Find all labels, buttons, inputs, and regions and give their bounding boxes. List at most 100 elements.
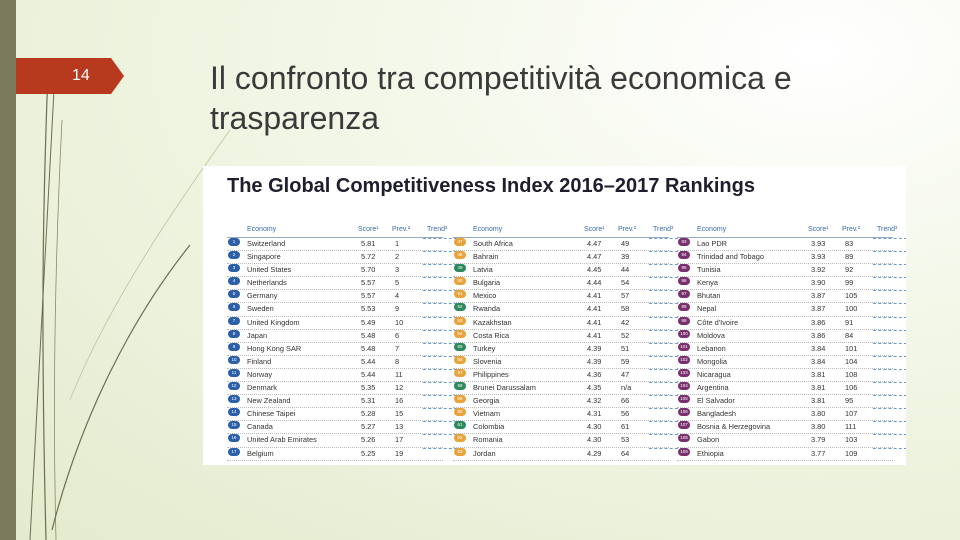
cell-economy: Lebanon [697, 343, 726, 353]
trend-sparkline [649, 303, 683, 305]
trend-sparkline [873, 355, 906, 358]
cell-economy: Romania [473, 435, 503, 445]
ranking-row: 97 Bhutan 3.87 105 [677, 290, 906, 304]
cell-score: 3.93 [811, 252, 826, 262]
rank-badge: 50 [454, 277, 466, 286]
header-score: Score¹ [358, 226, 379, 233]
header-economy: Economy [697, 226, 727, 233]
cell-prev: 47 [621, 369, 630, 379]
cell-prev: 7 [395, 343, 400, 353]
ranking-row: 62 Romania 4.30 53 [453, 434, 683, 448]
trend-sparkline [873, 238, 906, 240]
rank-badge: 9 [228, 342, 240, 351]
rank-badge: 61 [454, 421, 466, 430]
cell-score: 3.87 [811, 304, 826, 314]
rank-badge: 53 [454, 316, 466, 325]
cell-score: 3.84 [811, 356, 826, 366]
rank-badge: 48 [454, 251, 466, 260]
rank-badge: 62 [454, 434, 466, 443]
cell-score: 4.30 [587, 435, 602, 445]
trend-sparkline [649, 434, 683, 436]
rank-badge: 105 [678, 395, 690, 404]
cell-economy: Latvia [473, 265, 493, 275]
trend-sparkline [873, 277, 906, 279]
header-trend: Trend³ [877, 226, 898, 233]
cell-score: 4.47 [587, 239, 602, 248]
rank-badge: 97 [678, 290, 690, 299]
rank-badge: 107 [678, 421, 690, 430]
ranking-row: 6 Sweden 5.53 9 [227, 303, 457, 317]
cell-score: 4.41 [587, 330, 602, 340]
trend-sparkline [423, 251, 457, 253]
cell-economy: Gabon [697, 435, 720, 445]
cell-prev: 39 [621, 252, 630, 262]
trend-sparkline [649, 447, 683, 450]
cell-prev: 1 [395, 239, 400, 248]
cell-prev: 13 [395, 422, 404, 432]
rank-badge: 47 [454, 238, 466, 246]
header-score: Score¹ [584, 226, 605, 233]
trend-sparkline [873, 408, 906, 410]
trend-sparkline [423, 408, 457, 410]
trend-sparkline [649, 342, 683, 345]
cell-score: 5.48 [361, 343, 376, 353]
cell-economy: Rwanda [473, 304, 501, 314]
trend-sparkline [873, 316, 906, 319]
cell-economy: Chinese Taipei [247, 409, 296, 419]
cell-prev: 54 [621, 278, 630, 288]
cell-economy: Ethiopia [697, 448, 724, 458]
cell-prev: 8 [395, 356, 400, 366]
cell-prev: 15 [395, 409, 404, 419]
cell-prev: 42 [621, 317, 630, 327]
cell-score: 3.86 [811, 330, 826, 340]
cell-score: 4.41 [587, 291, 602, 301]
cell-economy: Argentina [697, 383, 729, 393]
cell-economy: Hong Kong SAR [247, 343, 302, 353]
cell-score: 3.90 [811, 278, 826, 288]
ranking-row: 5 Germany 5.57 4 [227, 290, 457, 304]
cell-score: 5.53 [361, 304, 376, 314]
cell-prev: 56 [621, 409, 630, 419]
cell-prev: 105 [845, 291, 858, 301]
trend-sparkline [423, 290, 457, 292]
trend-sparkline [423, 277, 457, 279]
ranking-row: 108 Gabon 3.79 103 [677, 434, 906, 448]
cell-economy: Mongolia [697, 356, 727, 366]
trend-sparkline [873, 434, 906, 436]
rankings-column: Economy Score¹ Prev.² Trend³ 47 South Africa 4… [453, 224, 683, 461]
rank-badge: 99 [678, 316, 690, 325]
trend-sparkline [649, 355, 683, 358]
ranking-row: 58 Brunei Darussalam 4.35 n/a [453, 382, 683, 396]
trend-sparkline [649, 382, 683, 384]
rank-badge: 109 [678, 447, 690, 456]
header-prev: Prev.² [618, 226, 637, 233]
ranking-row: 102 Mongolia 3.84 104 [677, 355, 906, 369]
cell-economy: Kenya [697, 278, 718, 288]
trend-sparkline [649, 277, 683, 279]
trend-sparkline [873, 421, 906, 423]
cell-prev: 111 [845, 422, 857, 432]
cell-economy: Germany [247, 291, 278, 301]
slide-title: Il confronto tra competitività economica… [210, 60, 792, 136]
ranking-row: 96 Kenya 3.90 99 [677, 277, 906, 291]
cell-score: 4.36 [587, 369, 602, 379]
ranking-row: 98 Nepal 3.87 100 [677, 303, 906, 317]
rank-badge: 102 [678, 355, 690, 364]
cell-score: 4.47 [587, 252, 602, 262]
ranking-row: 3 United States 5.70 3 [227, 264, 457, 278]
ranking-row: 107 Bosnia & Herzegovina 3.80 111 [677, 421, 906, 435]
trend-sparkline [649, 395, 683, 397]
rank-badge: 63 [454, 447, 466, 456]
rank-badge: 56 [454, 355, 466, 364]
trend-sparkline [873, 447, 906, 450]
ranking-row: 57 Philippines 4.36 47 [453, 368, 683, 383]
cell-score: 4.29 [587, 448, 602, 458]
cell-prev: 101 [845, 343, 858, 353]
gci-rankings-image: The Global Competitiveness Index 2016–20… [203, 166, 906, 465]
cell-prev: 109 [845, 448, 858, 458]
ranking-row: 53 Kazakhstan 4.41 42 [453, 316, 683, 330]
rankings-column: Economy Score¹ Prev.² Trend³ 1 Switzerland 5.8… [227, 224, 457, 461]
cell-prev: 66 [621, 396, 630, 406]
rank-badge: 54 [454, 329, 466, 338]
cell-score: 3.77 [811, 448, 826, 458]
